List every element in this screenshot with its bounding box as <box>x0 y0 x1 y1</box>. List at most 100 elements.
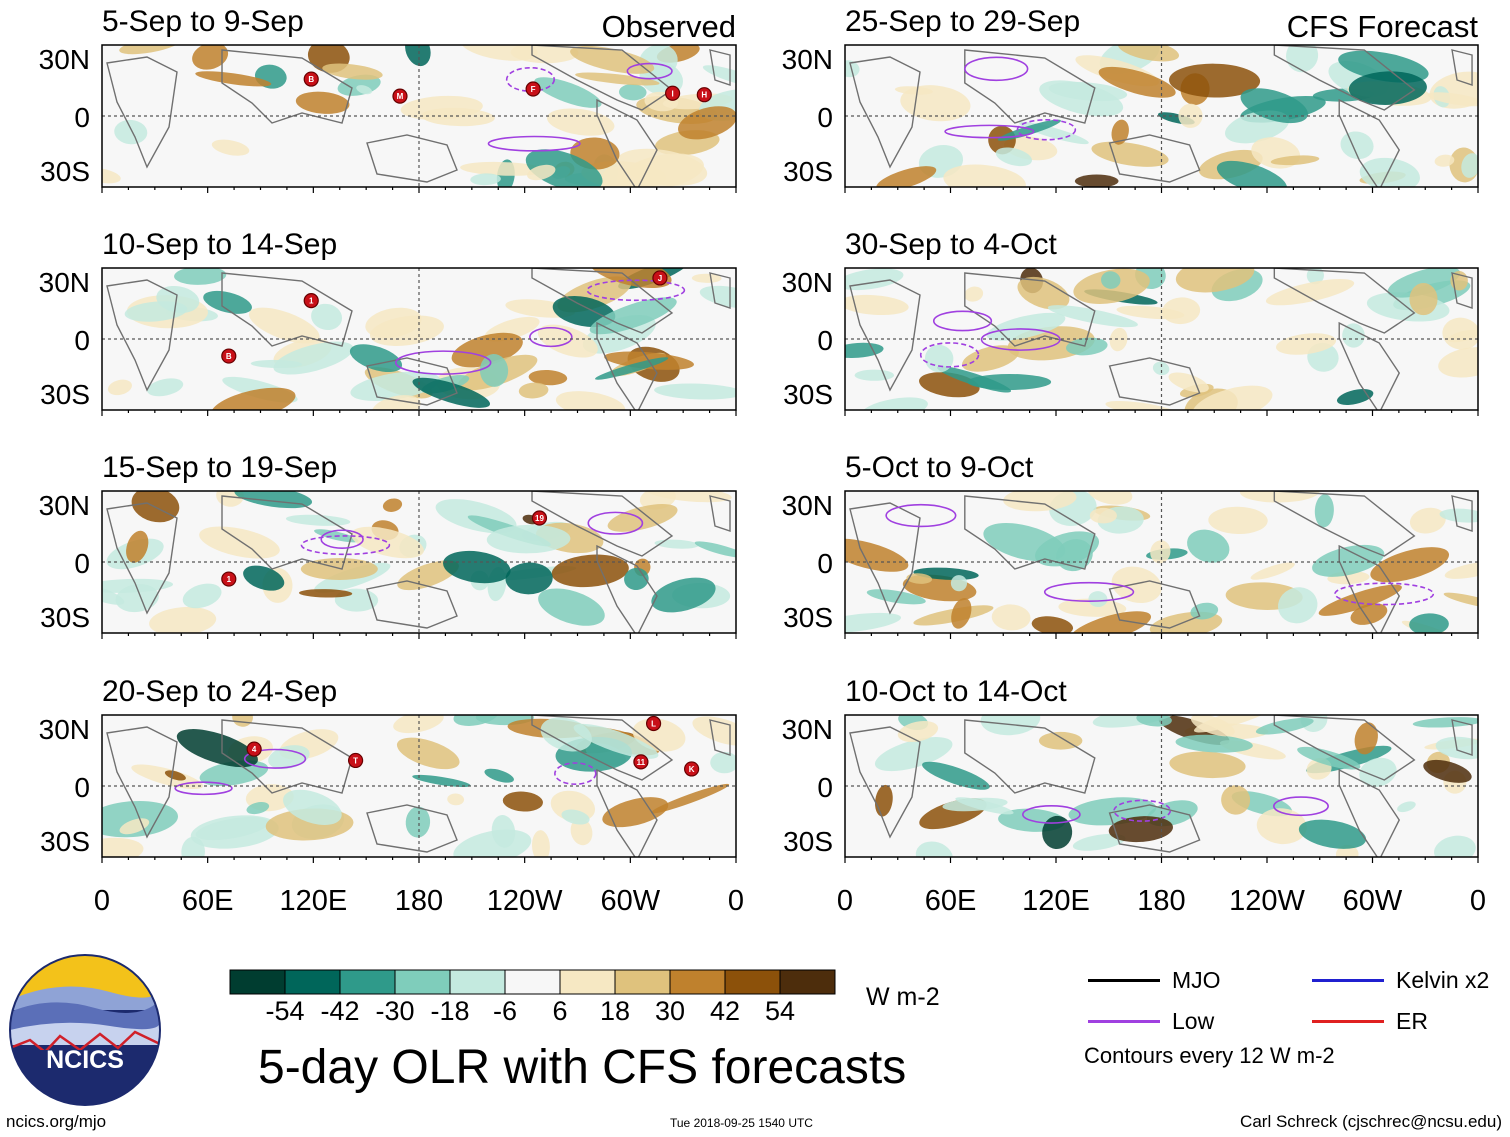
contour-note: Contours every 12 W m-2 <box>1084 1043 1335 1068</box>
lon-tick-label: 0 <box>728 885 744 917</box>
lat-tick-label: 30S <box>783 156 833 187</box>
storm-marker-label: F <box>531 85 536 94</box>
colorbar-cell <box>779 969 836 995</box>
legend-line-kelvin <box>1312 979 1384 982</box>
legend-line-er <box>1312 1020 1384 1023</box>
column-header: CFS Forecast <box>1287 9 1479 44</box>
lat-tick-label: 30N <box>782 267 833 298</box>
lat-tick-label: 0 <box>74 325 90 356</box>
colorbar-cell <box>614 969 671 995</box>
storm-marker: 1 <box>303 293 319 309</box>
lon-tick-label: 60E <box>182 885 234 917</box>
panel-label: 25-Sep to 29-Sep <box>845 5 1080 38</box>
lat-tick-label: 30S <box>40 156 90 187</box>
storm-marker-label: 11 <box>637 758 646 767</box>
map-panel: 5-Sep to 9-Sep Observed B M F I H <box>101 5 737 193</box>
colorbar-cell <box>724 969 781 995</box>
lat-tick-label: 0 <box>817 325 833 356</box>
map-panel: 20-Sep to 24-Sep 4 T L 11 K <box>101 675 737 863</box>
panel-label: 15-Sep to 19-Sep <box>102 451 337 484</box>
axis-labels: 30N 0 30S 30N 0 30S 30N 0 30S 30N 0 30S 30N 0 30S 30N 0 3… <box>39 44 1486 917</box>
lon-tick-label: 180 <box>1137 885 1185 917</box>
map-panel: 10-Sep to 14-Sep 1 B J <box>101 228 737 416</box>
colorbar-tick-label: 42 <box>710 996 740 1026</box>
lat-tick-label: 30N <box>782 714 833 745</box>
map-panels: 5-Sep to 9-Sep Observed B M F I H 10-Sep to 14-… <box>101 5 1479 863</box>
legend-item-kelvin: Kelvin x2 <box>1312 967 1489 994</box>
panel-label: 5-Sep to 9-Sep <box>102 5 304 38</box>
footer-author: Carl Schreck (cjschrec@ncsu.edu) <box>1240 1112 1502 1131</box>
panel-label: 10-Oct to 14-Oct <box>845 675 1067 708</box>
colorbar-cell <box>394 969 451 995</box>
storm-marker: 19 <box>531 510 548 526</box>
lon-tick-label: 60W <box>601 885 661 917</box>
colorbar-cell <box>284 969 341 995</box>
colorbar-cell <box>559 969 616 995</box>
colorbar-tick-label: 6 <box>552 996 567 1026</box>
panel-label: 30-Sep to 4-Oct <box>845 228 1057 261</box>
storm-marker-label: 4 <box>252 745 257 754</box>
lat-tick-label: 30N <box>782 44 833 75</box>
lat-tick-label: 0 <box>817 772 833 803</box>
map-panel: 25-Sep to 29-Sep CFS Forecast <box>844 5 1479 193</box>
ncics-logo: NCICS <box>9 954 161 1106</box>
legend-line-low <box>1088 1020 1160 1023</box>
storm-marker: I <box>664 85 681 101</box>
panel-label: 10-Sep to 14-Sep <box>102 228 337 261</box>
legend: MJO Kelvin x2 Low ER Contours every 12 W… <box>1080 965 1500 1085</box>
lon-tick-label: 0 <box>837 885 853 917</box>
storm-marker-label: L <box>651 720 656 729</box>
storm-marker: L <box>645 715 662 732</box>
colorbar-tick-label: -54 <box>265 996 304 1026</box>
lon-tick-label: 0 <box>1470 885 1486 917</box>
storm-marker-label: 1 <box>309 297 314 306</box>
lat-tick-label: 30S <box>40 602 90 633</box>
lat-tick-label: 0 <box>74 548 90 579</box>
colorbar: -54 -42 -30 -18 -6 6 18 30 42 54 <box>229 969 836 1026</box>
lat-tick-label: 0 <box>74 102 90 133</box>
lat-tick-label: 30S <box>783 379 833 410</box>
lat-tick-label: 30N <box>39 267 90 298</box>
lon-tick-label: 120E <box>279 885 347 917</box>
legend-line-mjo <box>1088 979 1160 982</box>
storm-marker-label: J <box>658 274 662 283</box>
colorbar-tick-label: 30 <box>655 996 685 1026</box>
footer-timestamp: Tue 2018-09-25 1540 UTC <box>670 1116 813 1130</box>
storm-marker-label: 1 <box>227 575 232 584</box>
storm-marker: 1 <box>221 571 237 587</box>
map-panel: 10-Oct to 14-Oct <box>844 675 1479 863</box>
lat-tick-label: 0 <box>74 772 90 803</box>
storm-marker: 11 <box>633 754 649 770</box>
panel-label: 20-Sep to 24-Sep <box>102 675 337 708</box>
panel-label: 5-Oct to 9-Oct <box>845 451 1034 484</box>
storm-marker: K <box>684 761 700 777</box>
colorbar-tick-label: -42 <box>320 996 359 1026</box>
legend-label-low: Low <box>1172 1008 1215 1034</box>
map-panel: 5-Oct to 9-Oct <box>844 451 1479 639</box>
storm-marker-label: B <box>226 352 232 361</box>
colorbar-tick-label: -30 <box>375 996 414 1026</box>
storm-marker: B <box>221 348 237 364</box>
colorbar-cell <box>504 969 561 995</box>
storm-marker: 4 <box>246 741 262 757</box>
lat-tick-label: 30N <box>39 490 90 521</box>
colorbar-tick-label: -6 <box>493 996 517 1026</box>
colorbar-cell <box>339 969 396 995</box>
storm-marker: M <box>392 88 408 104</box>
legend-item-mjo: MJO <box>1088 967 1221 994</box>
lon-tick-label: 120E <box>1022 885 1090 917</box>
column-header: Observed <box>602 9 736 44</box>
map-panel: 30-Sep to 4-Oct <box>844 228 1479 416</box>
lon-tick-label: 180 <box>395 885 443 917</box>
lat-tick-label: 30N <box>782 490 833 521</box>
lat-tick-label: 0 <box>817 102 833 133</box>
legend-label-er: ER <box>1396 1008 1428 1034</box>
colorbar-units: W m-2 <box>866 983 940 1011</box>
storm-marker: T <box>348 752 364 769</box>
logo-text: NCICS <box>46 1046 124 1074</box>
lat-tick-label: 30N <box>39 44 90 75</box>
lat-tick-label: 30S <box>40 826 90 857</box>
colorbar-cell <box>229 969 286 995</box>
lon-tick-label: 120W <box>487 885 563 917</box>
